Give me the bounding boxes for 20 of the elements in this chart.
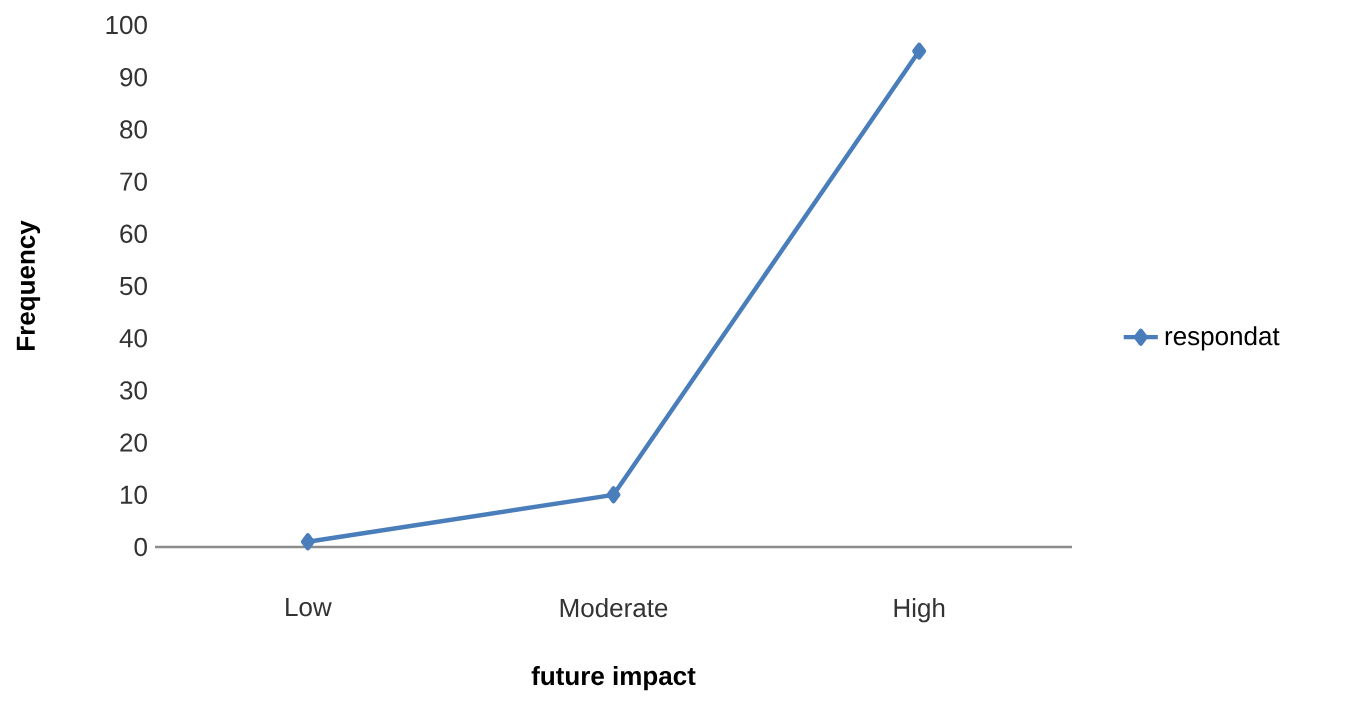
y-tick-label: 90 [120, 67, 147, 87]
y-tick-label: 10 [121, 485, 147, 504]
x-tick-label: Low [286, 598, 332, 617]
point [912, 42, 927, 60]
x-tick-label: Moderate [560, 598, 668, 618]
y-tick-label: 20 [120, 433, 147, 452]
y-tick-label: 80 [120, 120, 147, 139]
y-tick-label: 100 [106, 15, 147, 35]
y-tick-label: 30 [120, 381, 147, 400]
y-tick-label: 40 [119, 328, 147, 348]
y-tick-label: 50 [120, 276, 147, 296]
y-tick-label: 70 [120, 172, 147, 191]
x-tick-label: High [894, 598, 945, 623]
point [606, 486, 621, 504]
y-tick-label: 60 [120, 224, 147, 243]
legend-label: respondat [1165, 326, 1280, 351]
y-axis-title: Frequency [16, 220, 41, 351]
x-axis-title: future impact [531, 666, 696, 691]
point [300, 533, 315, 551]
y-tick-label: 0 [134, 537, 147, 557]
